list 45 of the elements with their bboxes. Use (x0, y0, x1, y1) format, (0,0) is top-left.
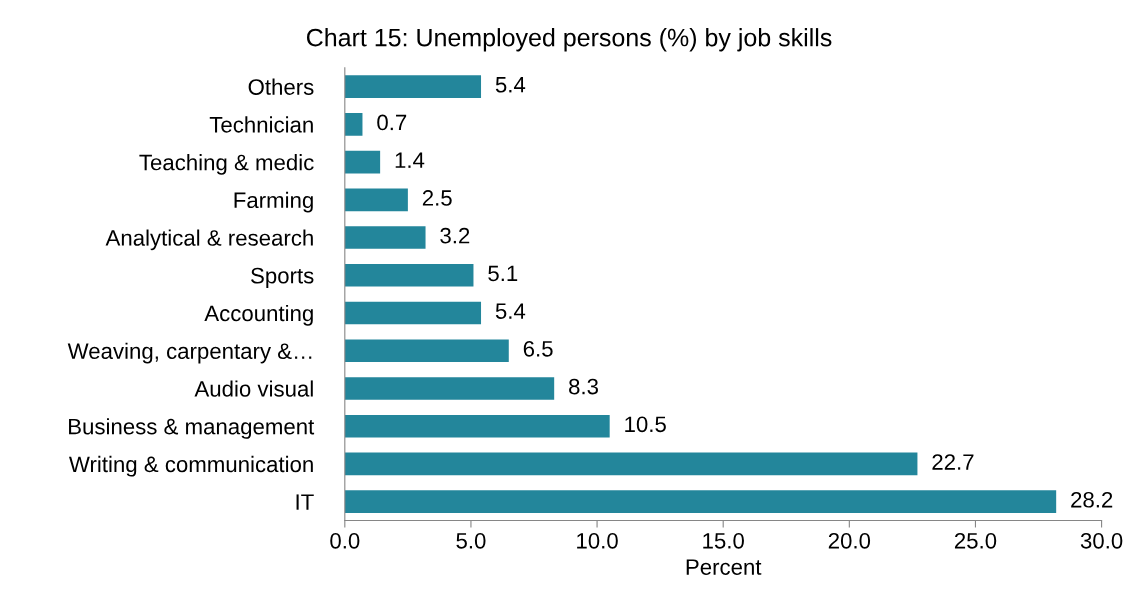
y-tick-label: Sports (251, 267, 314, 288)
y-tick-label: Others (248, 78, 314, 95)
bar (344, 452, 918, 476)
x-tick-label: 15.0 (703, 532, 744, 549)
data-label: 22.7 (932, 454, 974, 470)
y-tick-label: Accounting (204, 304, 313, 326)
chart-title: Chart 15: Unemployed persons (%) by job skills (306, 28, 832, 52)
data-label: 8.3 (569, 378, 598, 395)
y-tick-label: Technician (209, 116, 313, 133)
data-label: 5.1 (488, 265, 518, 282)
y-tick-label: Writing & communication (69, 455, 313, 477)
bar (344, 113, 363, 136)
y-tick-label: Analytical & research (105, 229, 313, 251)
x-tick-label: 0.0 (330, 532, 360, 549)
x-tick-label: 10.0 (577, 532, 618, 549)
y-tick-label: Teaching & medic (139, 154, 314, 175)
data-label: 5.4 (495, 303, 526, 319)
bar (344, 377, 555, 400)
bar (344, 414, 610, 438)
data-label: 5.4 (495, 77, 526, 93)
bar (344, 301, 482, 325)
y-tick-label: Weaving, carpentary &… (67, 342, 312, 364)
data-label: 10.5 (625, 416, 666, 433)
bar (344, 339, 509, 363)
y-tick-label: Audio visual (194, 380, 313, 397)
data-label: 0.7 (377, 114, 407, 131)
bar (344, 75, 482, 98)
data-label: 6.5 (523, 340, 553, 357)
data-label: 3.2 (440, 227, 470, 244)
y-tick-label: IT (296, 494, 314, 510)
bar (344, 150, 381, 174)
data-label: 28.2 (1071, 491, 1113, 508)
x-tick-label: 30.0 (1080, 532, 1123, 549)
x-tick-label: 20.0 (828, 532, 871, 549)
x-tick-label: 5.0 (456, 532, 486, 549)
bar (344, 188, 408, 212)
y-tick-label: Farming (234, 191, 313, 213)
bar (344, 226, 426, 249)
y-tick-label: Business & management (69, 418, 315, 439)
bar (344, 490, 1057, 513)
data-label: 2.5 (422, 190, 452, 206)
x-axis-title: Percent (686, 559, 762, 575)
data-label: 1.4 (395, 152, 425, 168)
x-tick-label: 25.0 (954, 532, 997, 549)
bar (344, 263, 474, 287)
